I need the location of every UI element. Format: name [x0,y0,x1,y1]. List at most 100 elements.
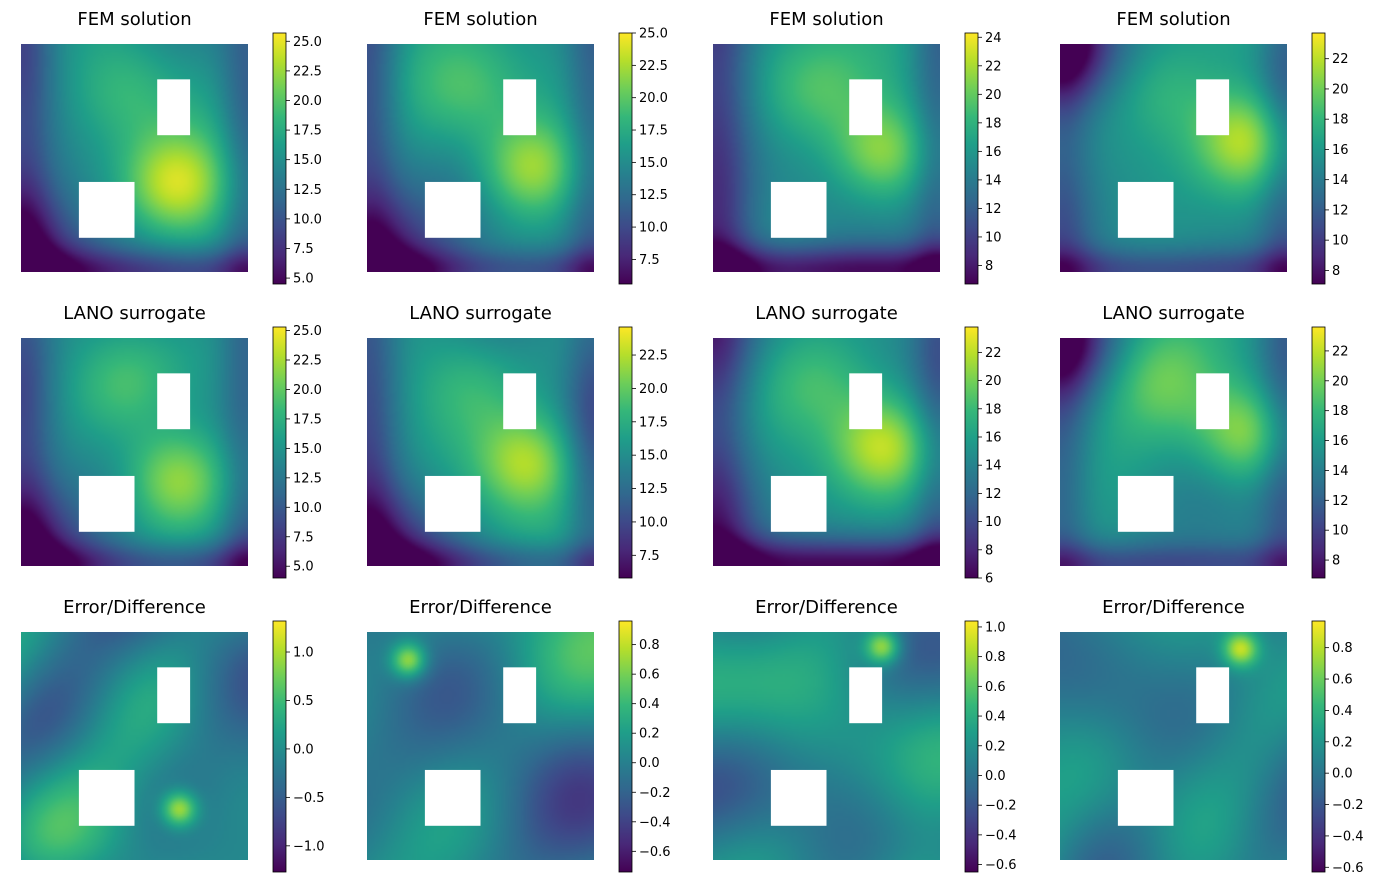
colorbar [618,32,633,285]
colorbar-tick-label: 12.5 [293,471,322,486]
colorbar-tick-label: 20.0 [293,383,322,398]
panel-1-2: FEM solution 7.5 10.0 12.5 15.0 17.5 20.0 22.5 2… [367,9,668,285]
domain-hole-1 [157,667,191,724]
domain-hole-2 [1117,475,1174,532]
domain-hole-1 [849,667,883,724]
panel-title: FEM solution [423,9,537,30]
panel-2-2: LANO surrogate 7.5 10.0 12.5 15.0 17.5 20.0 22.… [367,303,668,579]
panel-1-4: FEM solution 8 10 12 14 16 18 20 22 [1060,9,1349,285]
panel-1-3: FEM solution 8 10 12 14 16 18 20 22 24 [713,9,1002,285]
colorbar-tick-label: 10.0 [639,515,668,530]
colorbar-tick-label: 22.5 [639,349,668,364]
colorbar-tick-label: 12.5 [639,188,668,203]
panel-title: Error/Difference [63,597,206,618]
domain-hole-2 [1117,181,1174,238]
colorbar-tick-label: 0.0 [639,756,660,771]
colorbar-tick-label: 5.0 [293,272,314,287]
colorbar-tick-label: 25.0 [293,35,322,50]
colorbar-tick-label: 0.8 [1332,641,1353,656]
colorbar [964,32,979,285]
domain-hole-2 [424,181,481,238]
colorbar-tick-label: 8 [1332,264,1340,279]
colorbar-tick-label: 15.0 [293,442,322,457]
colorbar-tick-label: −0.6 [1332,861,1364,876]
domain-hole-2 [78,181,135,238]
panel-3-2: Error/Difference −0.6 −0.4 −0.2 0.0 0.2 0.4 0.6… [367,597,671,873]
colorbar-tick-label: −0.4 [639,815,671,830]
colorbar [618,620,633,873]
colorbar-tick-label: 22.5 [293,64,322,79]
colorbar-tick-label: 22.5 [293,353,322,368]
domain-hole-2 [770,475,827,532]
colorbar-tick-label: 18 [985,116,1002,131]
colorbar [618,326,633,579]
colorbar-tick-label: 10.0 [293,212,322,227]
colorbar-tick-label: 1.0 [985,620,1006,635]
colorbar-tick-label: 14 [985,173,1002,188]
colorbar-tick-label: 16 [985,145,1002,160]
domain-hole-1 [157,373,191,430]
colorbar-tick-label: 0.4 [1332,704,1353,719]
colorbar-tick-label: 14 [1332,464,1349,479]
domain-hole-2 [78,475,135,532]
colorbar [272,620,287,873]
colorbar-tick-label: 0.2 [639,727,660,742]
domain-hole-1 [503,373,537,430]
colorbar-tick-label: 0.0 [1332,767,1353,782]
colorbar-tick-label: 16 [1332,143,1349,158]
panel-title: FEM solution [1116,9,1230,30]
colorbar-tick-label: 17.5 [639,415,668,430]
colorbar-tick-label: 20.0 [639,91,668,106]
panel-title: Error/Difference [409,597,552,618]
colorbar-tick-label: 16 [985,430,1002,445]
panel-title: FEM solution [769,9,883,30]
domain-hole-1 [503,667,537,724]
colorbar-tick-label: 0.5 [293,694,314,709]
panel-title: LANO surrogate [409,303,552,324]
domain-hole-1 [849,79,883,136]
colorbar-tick-label: 22 [1332,344,1349,359]
colorbar-tick-label: 7.5 [639,549,660,564]
domain-hole-1 [1196,373,1230,430]
colorbar-tick-label: 20 [985,88,1002,103]
panel-title: FEM solution [77,9,191,30]
colorbar-tick-label: 0.2 [985,739,1006,754]
colorbar [272,326,287,579]
colorbar-tick-label: 10 [985,230,1002,245]
colorbar-tick-label: 17.5 [293,124,322,139]
colorbar-tick-label: 22 [1332,52,1349,67]
colorbar-tick-label: 10.0 [293,501,322,516]
colorbar-tick-label: −0.6 [985,858,1017,873]
colorbar-tick-label: 20 [985,374,1002,389]
domain-hole-2 [1117,769,1174,826]
colorbar-tick-label: 12 [1332,203,1349,218]
colorbar-tick-label: 18 [985,402,1002,417]
colorbar-tick-label: −0.2 [985,799,1017,814]
colorbar-tick-label: 12 [1332,494,1349,509]
colorbar-tick-label: −0.6 [639,845,671,860]
colorbar-tick-label: 6 [985,572,993,587]
panel-2-4: LANO surrogate 8 10 12 14 16 18 20 22 [1060,303,1349,579]
colorbar-tick-label: 0.0 [293,742,314,757]
colorbar [272,32,287,285]
colorbar-tick-label: 22.5 [639,59,668,74]
colorbar-tick-label: 17.5 [293,412,322,427]
colorbar-tick-label: 0.4 [639,697,660,712]
colorbar-tick-label: 22 [985,59,1002,74]
colorbar-tick-label: 24 [985,31,1002,46]
domain-hole-2 [770,181,827,238]
colorbar-tick-label: 25.0 [639,27,668,42]
colorbar [1311,32,1326,285]
colorbar-tick-label: 0.8 [985,650,1006,665]
colorbar-tick-label: 0.6 [985,680,1006,695]
domain-hole-2 [424,475,481,532]
colorbar-tick-label: 10 [985,515,1002,530]
colorbar-tick-label: 20.0 [639,382,668,397]
colorbar-tick-label: 12.5 [639,482,668,497]
colorbar-tick-label: −1.0 [293,839,325,854]
panel-3-3: Error/Difference −0.6 −0.4 −0.2 0.0 0.2 0.4 0.6… [713,597,1017,873]
domain-hole-2 [770,769,827,826]
colorbar [1311,326,1326,579]
colorbar-tick-label: 8 [985,259,993,274]
